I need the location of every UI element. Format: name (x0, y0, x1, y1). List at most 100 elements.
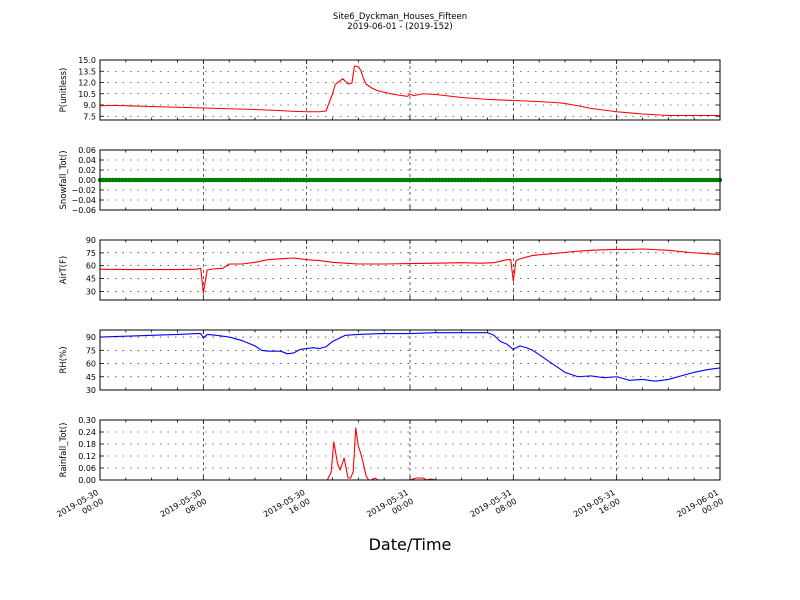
snowfall-point (465, 177, 471, 183)
snowfall-point (191, 177, 196, 183)
y-tick-label: 0.00 (78, 476, 96, 485)
snowfall-point (582, 177, 587, 183)
panels-group: 7.59.010.512.013.515.0P(unitless)−0.06−0… (59, 56, 723, 485)
snowfall-point (459, 177, 464, 183)
snowfall-point (595, 177, 600, 183)
snowfall-point (236, 177, 242, 183)
snowfall-point (301, 177, 306, 183)
y-tick-label: 12.0 (78, 79, 96, 88)
y-axis-label: P(unitless) (59, 68, 69, 113)
snowfall-point (101, 177, 106, 183)
y-tick-label: 30 (86, 287, 96, 296)
y-tick-label: 75 (86, 249, 96, 258)
snowfall-point (175, 177, 180, 183)
snowfall-point (559, 177, 564, 183)
snowfall-point (201, 177, 206, 183)
snowfall-point (210, 177, 216, 183)
snowfall-point (420, 177, 426, 183)
y-tick-label: 45 (86, 373, 96, 382)
snowfall-point (540, 177, 545, 183)
snowfall-point (514, 177, 519, 183)
snowfall-point (362, 177, 367, 183)
snowfall-point (346, 177, 351, 183)
snowfall-point (220, 177, 225, 183)
y-tick-label: −0.06 (71, 206, 96, 215)
snowfall-point (659, 177, 665, 183)
snowfall-point (427, 177, 432, 183)
figure-title-line1: Site6_Dyckman_Houses_Fifteen (333, 12, 467, 22)
y-tick-label: 90 (86, 236, 96, 245)
snowfall-point (708, 177, 713, 183)
snowfall-point (456, 177, 461, 183)
snowfall-point (310, 177, 316, 183)
snowfall-point (372, 177, 377, 183)
snowfall-point (472, 177, 477, 183)
series-line-4-1 (99, 332, 721, 382)
axes-frame (99, 59, 721, 121)
snowfall-point (407, 177, 413, 183)
snowfall-point (666, 177, 671, 183)
snowfall-point (307, 177, 313, 183)
snowfall-point (378, 177, 384, 183)
snowfall-point (352, 177, 358, 183)
snowfall-point (591, 177, 597, 183)
y-axis-label: AirT(F) (59, 256, 69, 284)
snowfall-point (275, 177, 280, 183)
snowfall-point (317, 177, 322, 183)
snowfall-point (588, 177, 594, 183)
snowfall-point (110, 177, 116, 183)
snowfall-point (604, 177, 610, 183)
snowfall-point (478, 177, 484, 183)
snowfall-point (440, 177, 445, 183)
snowfall-point (653, 177, 658, 183)
x-tick-label: 2019-05-3000:00 (55, 488, 105, 528)
snowfall-point (553, 177, 558, 183)
snowfall-point (178, 177, 183, 183)
snowfall-point (491, 177, 497, 183)
snowfall-point (394, 177, 400, 183)
snowfall-point (243, 177, 248, 183)
snowfall-point (443, 177, 448, 183)
snowfall-point (391, 177, 397, 183)
snowfall-point (262, 177, 267, 183)
snowfall-point (682, 177, 687, 183)
snowfall-point (117, 177, 122, 183)
snowfall-point (675, 177, 681, 183)
y-axis-label: Rainfall_Tot() (59, 423, 69, 478)
y-tick-label: 0.02 (78, 166, 96, 175)
snowfall-point (507, 177, 513, 183)
snowfall-point (698, 177, 703, 183)
y-tick-label: −0.02 (71, 186, 96, 195)
snowfall-point (165, 177, 171, 183)
snowfall-point (246, 177, 251, 183)
snowfall-point (123, 177, 129, 183)
snowfall-point (608, 177, 613, 183)
snowfall-point (685, 177, 690, 183)
snowfall-point (640, 177, 645, 183)
snowfall-point (462, 177, 468, 183)
snowfall-point (433, 177, 439, 183)
y-tick-label: 10.5 (78, 90, 96, 99)
snowfall-point (323, 177, 329, 183)
snowfall-point (436, 177, 442, 183)
snowfall-point (485, 177, 490, 183)
panel-1: 7.5 9.0 10.5 12.0 13.5 15.0 P(unitless) (59, 56, 721, 121)
y-tick-label: 45 (86, 275, 96, 284)
y-tick-label: 0.24 (78, 428, 96, 437)
snowfall-point (569, 177, 574, 183)
y-tick-label: 7.5 (83, 112, 96, 121)
snowfall-point (630, 177, 636, 183)
snowfall-point (314, 177, 319, 183)
x-tick-label: 2019-05-3116:00 (572, 488, 622, 528)
y-tick-label: 15.0 (78, 56, 96, 65)
snowfall-point (327, 177, 332, 183)
snowfall-point (527, 177, 532, 183)
snowfall-point (546, 177, 552, 183)
snowfall-point (330, 177, 335, 183)
snowfall-point (411, 177, 416, 183)
x-tick-labels: 2019-05-3000:00 2019-05-3008:00 2019-05-30… (55, 488, 725, 528)
panel-2: −0.06−0.04−0.020.000.020.040.06 Snowfall_… (59, 146, 723, 215)
snowfall-point (133, 177, 138, 183)
panel-3: 30 45 60 75 90 AirT(F) (59, 236, 721, 301)
